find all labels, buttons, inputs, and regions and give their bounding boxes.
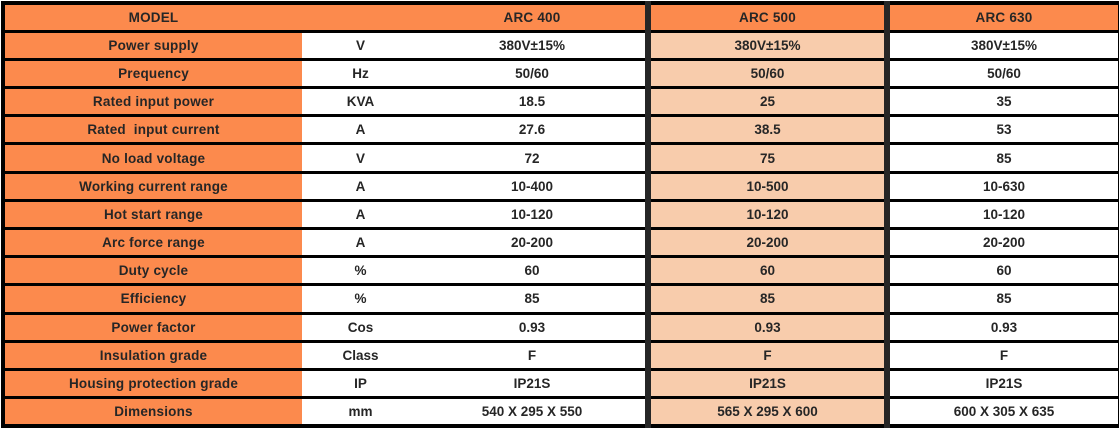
row-unit: Cos: [302, 311, 419, 343]
table-row-housing-protection-grade: Housing protection grade IP IP21S IP21S …: [3, 367, 1119, 400]
table-row-rated-input-current: Rated input current A 27.6 38.5 53: [3, 114, 1119, 146]
table-row-arc-force-range: Arc force range A 20-200 20-200 20-200: [3, 226, 1119, 259]
value-arc630: IP21S: [887, 367, 1119, 400]
value-arc630: 20-200: [887, 226, 1119, 259]
value-arc630: F: [887, 339, 1119, 371]
row-label: Power supply: [3, 29, 302, 61]
row-label: Dimensions: [3, 396, 302, 428]
table-row-working-current-range: Working current range A 10-400 10-500 10…: [3, 170, 1119, 202]
value-arc500: 50/60: [645, 57, 890, 90]
model-header-cell: MODEL: [3, 1, 302, 33]
row-unit: A: [302, 114, 419, 146]
table-row-power-supply: Power supply V 380V±15% 380V±15% 380V±15…: [3, 29, 1119, 61]
row-label: Rated input current: [3, 114, 302, 146]
row-label: Prequency: [3, 57, 302, 90]
table-row-rated-input-power: Rated input power KVA 18.5 25 35: [3, 86, 1119, 118]
row-unit: A: [302, 170, 419, 202]
row-label: No load voltage: [3, 142, 302, 174]
value-arc400: 10-120: [419, 198, 648, 231]
value-arc400: 380V±15%: [419, 29, 648, 61]
table-row-power-factor: Power factor Cos 0.93 0.93 0.93: [3, 311, 1119, 343]
value-arc500: F: [645, 339, 890, 371]
row-unit: A: [302, 198, 419, 231]
row-label: Insulation grade: [3, 339, 302, 371]
table-row-no-load-voltage: No load voltage V 72 75 85: [3, 142, 1119, 174]
value-arc500: 0.93: [645, 311, 890, 343]
row-label: Rated input power: [3, 86, 302, 118]
value-arc400: 18.5: [419, 86, 648, 118]
value-arc500: IP21S: [645, 367, 890, 400]
value-arc400: 72: [419, 142, 648, 174]
column-header-arc500: ARC 500: [645, 1, 890, 33]
value-arc630: 50/60: [887, 57, 1119, 90]
value-arc400: 50/60: [419, 57, 648, 90]
row-unit: %: [302, 283, 419, 315]
table-row-hot-start-range: Hot start range A 10-120 10-120 10-120: [3, 198, 1119, 231]
value-arc500: 75: [645, 142, 890, 174]
table-row-insulation-grade: Insulation grade Class F F F: [3, 339, 1119, 371]
row-label: Hot start range: [3, 198, 302, 231]
row-label: Arc force range: [3, 226, 302, 259]
table-row-frequency: Prequency Hz 50/60 50/60 50/60: [3, 57, 1119, 90]
value-arc500: 10-120: [645, 198, 890, 231]
table-row-duty-cycle: Duty cycle % 60 60 60: [3, 255, 1119, 287]
row-label: Efficiency: [3, 283, 302, 315]
value-arc400: 0.93: [419, 311, 648, 343]
value-arc630: 0.93: [887, 311, 1119, 343]
value-arc500: 20-200: [645, 226, 890, 259]
column-header-arc630: ARC 630: [887, 1, 1119, 33]
row-unit: V: [302, 29, 419, 61]
value-arc630: 380V±15%: [887, 29, 1119, 61]
unit-header-cell: [302, 1, 419, 33]
value-arc630: 35: [887, 86, 1119, 118]
column-header-arc400: ARC 400: [419, 1, 648, 33]
value-arc630: 60: [887, 255, 1119, 287]
value-arc630: 85: [887, 142, 1119, 174]
value-arc500: 60: [645, 255, 890, 287]
value-arc630: 10-630: [887, 170, 1119, 202]
value-arc630: 85: [887, 283, 1119, 315]
row-label: Duty cycle: [3, 255, 302, 287]
value-arc400: 85: [419, 283, 648, 315]
value-arc500: 85: [645, 283, 890, 315]
row-unit: mm: [302, 396, 419, 428]
value-arc400: 27.6: [419, 114, 648, 146]
value-arc400: 20-200: [419, 226, 648, 259]
table-row-dimensions: Dimensions mm 540 X 295 X 550 565 X 295 …: [3, 396, 1119, 428]
row-unit: A: [302, 226, 419, 259]
value-arc500: 25: [645, 86, 890, 118]
row-unit: KVA: [302, 86, 419, 118]
value-arc500: 380V±15%: [645, 29, 890, 61]
row-label: Housing protection grade: [3, 367, 302, 400]
value-arc500: 565 X 295 X 600: [645, 396, 890, 428]
row-unit: IP: [302, 367, 419, 400]
row-label: Working current range: [3, 170, 302, 202]
row-unit: %: [302, 255, 419, 287]
table-row-efficiency: Efficiency % 85 85 85: [3, 283, 1119, 315]
value-arc400: 540 X 295 X 550: [419, 396, 648, 428]
value-arc630: 10-120: [887, 198, 1119, 231]
value-arc500: 38.5: [645, 114, 890, 146]
row-label: Power factor: [3, 311, 302, 343]
row-unit: V: [302, 142, 419, 174]
value-arc400: IP21S: [419, 367, 648, 400]
value-arc630: 600 X 305 X 635: [887, 396, 1119, 428]
value-arc400: F: [419, 339, 648, 371]
value-arc400: 10-400: [419, 170, 648, 202]
row-unit: Class: [302, 339, 419, 371]
value-arc500: 10-500: [645, 170, 890, 202]
header-row: MODEL ARC 400 ARC 500 ARC 630: [3, 1, 1119, 33]
value-arc630: 53: [887, 114, 1119, 146]
row-unit: Hz: [302, 57, 419, 90]
value-arc400: 60: [419, 255, 648, 287]
